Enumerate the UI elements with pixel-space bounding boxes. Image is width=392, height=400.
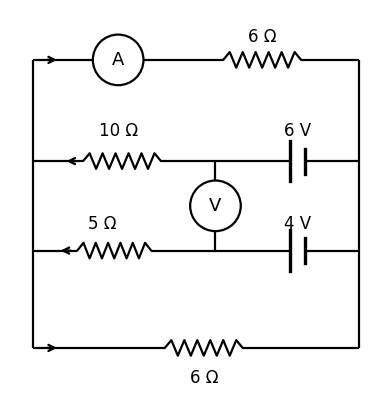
Text: 4 V: 4 V (284, 215, 311, 233)
Text: 5 Ω: 5 Ω (88, 215, 117, 233)
Text: 6 Ω: 6 Ω (248, 28, 276, 46)
Text: A: A (112, 51, 124, 69)
Text: 6 V: 6 V (284, 122, 311, 140)
Text: 10 Ω: 10 Ω (99, 122, 138, 140)
Text: V: V (209, 197, 221, 215)
Text: 6 Ω: 6 Ω (190, 369, 218, 387)
